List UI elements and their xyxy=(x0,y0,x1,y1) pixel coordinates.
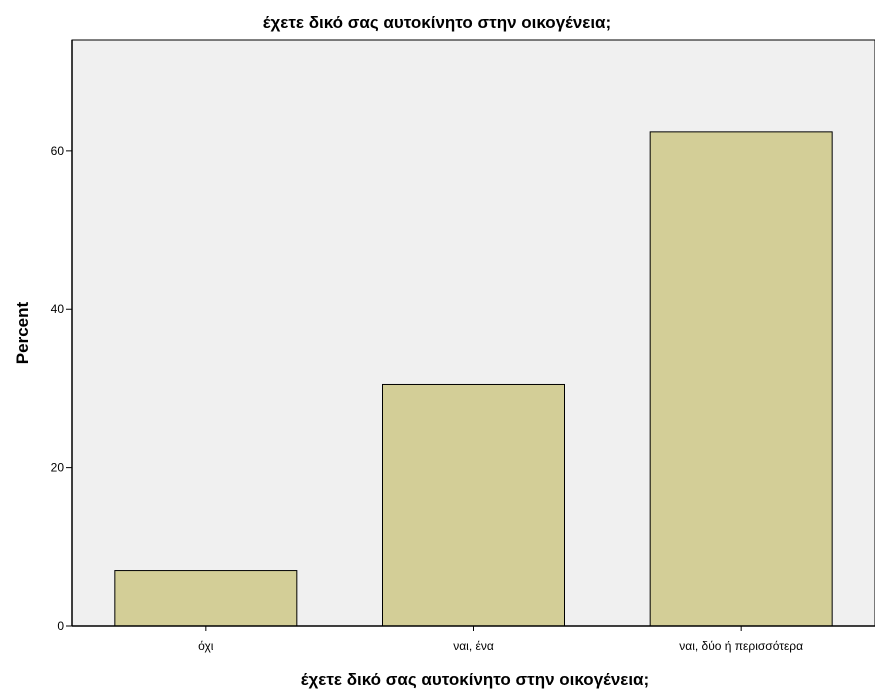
bar xyxy=(649,131,833,627)
y-tick-label: 20 xyxy=(51,461,65,475)
y-tick-label: 0 xyxy=(57,619,64,633)
x-tick-label: ναι, ένα xyxy=(453,639,494,653)
y-tick-label: 40 xyxy=(51,302,65,316)
bar xyxy=(114,570,298,627)
y-tick-label: 60 xyxy=(51,144,65,158)
bar xyxy=(382,383,565,627)
y-axis-label: Percent xyxy=(13,301,32,364)
x-axis: όχι ναι, ένα ναι, δύο ή περισσότερα xyxy=(72,625,875,653)
y-axis: 0 20 40 60 xyxy=(51,40,73,633)
x-axis-label: έχετε δικό σας αυτοκίνητο στην οικογένει… xyxy=(301,670,649,689)
x-tick-label: ναι, δύο ή περισσότερα xyxy=(679,639,803,653)
chart-title: έχετε δικό σας αυτοκίνητο στην οικογένει… xyxy=(263,13,611,32)
x-tick-label: όχι xyxy=(198,639,214,653)
